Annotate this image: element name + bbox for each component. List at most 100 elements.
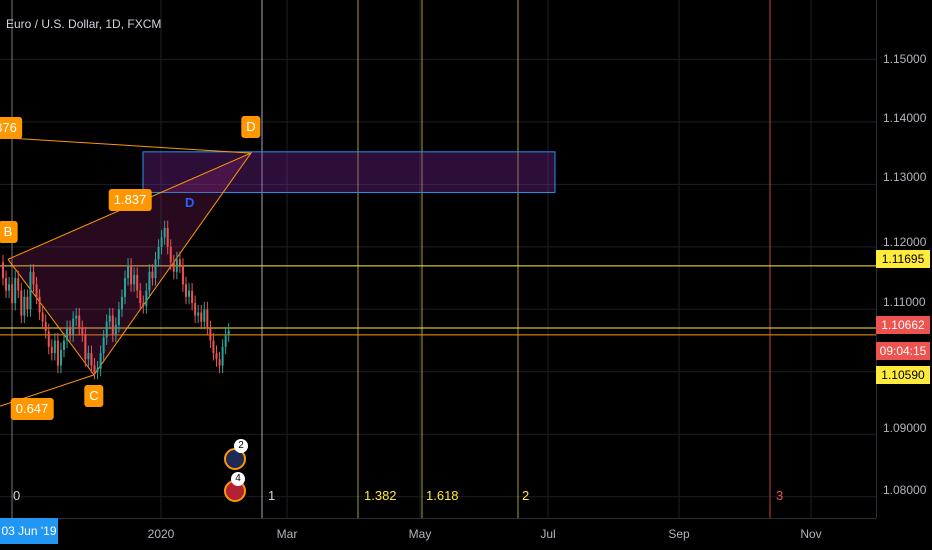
candle-body [111,315,114,335]
candle-body [14,278,17,304]
candle-body [105,321,108,338]
candle-body [50,346,53,354]
candle-body [11,284,14,304]
candle-body [130,265,133,285]
candle-body [151,271,154,279]
candle-body [142,303,145,307]
pattern-point-c[interactable]: C [84,385,104,407]
candle-body [96,368,99,372]
target-zone-rect [142,151,556,193]
candle-body [63,340,65,350]
candle-body [44,321,47,332]
price-tick: 1.08000 [883,483,927,497]
candle-body [114,324,117,335]
candle-body [35,284,38,297]
time-tick: Sep [668,527,690,541]
time-tick: May [408,527,432,541]
pattern-point-b[interactable]: B [0,221,18,243]
candle-body [206,309,209,329]
candle-body [218,359,221,366]
candle-body [75,315,78,319]
last-price-badge: 1.10662 [876,316,930,334]
candle-body [32,271,35,285]
candle-body [56,340,59,366]
candle-body [200,312,203,322]
ratio-label-bc[interactable]: 0.647 [10,398,54,420]
event-count-badge: 2 [234,439,248,453]
candle-body [209,328,212,341]
candle-body [38,296,41,313]
candle-body [120,296,123,310]
time-cursor-badge: 03 Jun '19 [0,518,58,544]
price-tick: 1.15000 [883,52,927,66]
fib-time-label: 1.382 [364,488,397,503]
candle-body [181,265,184,285]
symbol-title[interactable]: Euro / U.S. Dollar, 1D, FXCM [6,17,162,31]
ratio-label-xd[interactable]: 876 [0,117,22,139]
candle-body [117,309,120,325]
candle-body [145,290,148,307]
candle-body [160,237,163,247]
candle-body [23,296,26,316]
candle-body [148,271,151,291]
candle-body [8,284,11,291]
fib-time-label: 1.618 [426,488,459,503]
candle-body [102,337,105,354]
candle-body [72,318,75,335]
event-count-badge: 4 [231,472,245,486]
candle-body [215,353,218,360]
pattern-leg-xd [0,136,252,154]
candle-body [17,278,20,291]
candle-body [66,328,69,341]
candle-body [29,271,32,310]
candle-body [20,290,23,316]
price-tick: 1.13000 [883,170,927,184]
candle-body [2,262,4,279]
pattern-point-d[interactable]: D [241,116,261,138]
candle-body [172,262,175,272]
bar-countdown-badge: 09:04:15 [876,342,930,360]
candle-body [81,328,84,335]
level-high-badge: 1.11695 [876,250,930,268]
candle-body [212,340,215,354]
fib-time-label: 2 [522,488,530,503]
price-tick: 1.09000 [883,421,927,435]
candle-body [224,334,227,347]
candle-body [84,334,87,360]
candle-body [154,259,157,279]
candle-body [188,290,191,297]
candle-body [133,274,136,285]
candle-body [197,312,200,316]
time-tick: Jul [540,527,556,541]
candle-body [5,278,8,291]
candle-body [59,349,62,366]
price-tick: 1.11000 [883,295,926,309]
candle-body [47,331,50,347]
candle-body [139,290,142,304]
candle-body [41,312,44,322]
candle-body [175,259,178,272]
candle-body [203,309,206,322]
candle-body [26,296,29,310]
ratio-label-bd[interactable]: 1.837 [108,189,152,211]
candle-body [185,284,187,297]
price-tick: 1.14000 [883,111,927,125]
candle-body [53,340,56,354]
pattern-name-label: D [185,195,195,210]
price-tick: 1.12000 [883,235,927,249]
candle-body [169,246,172,263]
candle-body [191,290,194,304]
candle-body [93,365,96,372]
candle-body [136,274,139,291]
candle-body [124,278,126,297]
candle-body [163,228,166,238]
time-tick: 2020 [147,527,175,541]
candle-body [127,265,130,279]
candle-body [99,353,102,369]
fib-time-label: 3 [776,488,784,503]
candle-body [227,330,230,335]
candle-body [221,346,224,366]
level-low-badge: 1.10590 [876,366,930,384]
pattern-fill-bcd [8,153,251,375]
